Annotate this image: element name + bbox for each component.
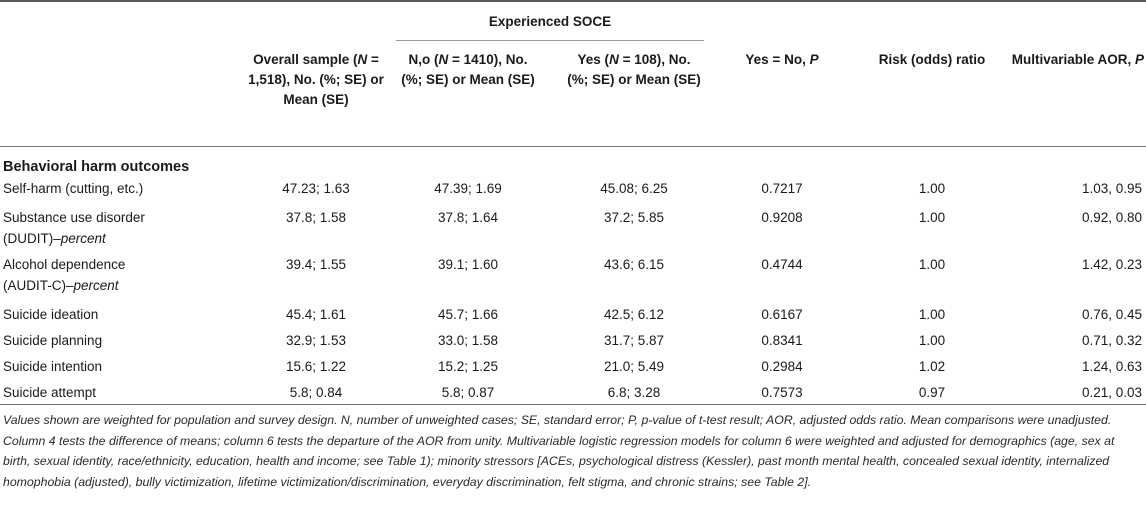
table-footnote: Values shown are weighted for population… (3, 413, 1115, 489)
cell-aor: 1.03, 0.95 (1081, 181, 1142, 196)
cell-pvalue: 0.6167 (761, 307, 803, 322)
cell-pvalue: 0.2984 (761, 359, 803, 374)
cell-risk-ratio: 1.00 (918, 333, 946, 348)
cell-no: 47.39; 1.69 (434, 181, 502, 196)
cell-no: 5.8; 0.87 (441, 385, 495, 400)
cell-overall: 5.8; 0.84 (289, 385, 343, 400)
cell-overall: 15.6; 1.22 (285, 359, 347, 374)
cell-overall: 32.9; 1.53 (285, 333, 347, 348)
cell-pvalue: 0.4744 (761, 257, 803, 272)
col-header-aor: Multivariable AOR, P (1011, 52, 1144, 67)
row-label-unit: percent (73, 278, 119, 293)
cell-risk-ratio: 1.00 (918, 181, 946, 196)
row-label: Alcohol dependence (3, 257, 126, 272)
cell-yes: 37.2; 5.85 (603, 210, 665, 225)
col-header-overall: Overall sample (N = 1,518), No. (%; SE) … (248, 52, 384, 107)
cell-aor: 0.92, 0.80 (1081, 210, 1142, 225)
col-header-yes: Yes (N = 108), No. (%; SE) or Mean (SE) (567, 52, 701, 87)
cell-overall: 39.4; 1.55 (285, 257, 347, 272)
col-header-pvalue: Yes = No, P (745, 52, 819, 67)
cell-aor: 1.42, 0.23 (1081, 257, 1142, 272)
row-label-line2: (DUDIT)–percent (3, 228, 106, 249)
cell-risk-ratio: 1.00 (918, 210, 946, 225)
cell-risk-ratio: 1.02 (918, 359, 946, 374)
section-title: Behavioral harm outcomes (3, 159, 190, 175)
row-label: Suicide ideation (3, 307, 99, 322)
cell-yes: 42.5; 6.12 (603, 307, 665, 322)
bottom-rule (0, 404, 1146, 405)
cell-yes: 31.7; 5.87 (603, 333, 665, 348)
cell-aor: 0.76, 0.45 (1081, 307, 1142, 322)
cell-yes: 6.8; 3.28 (607, 385, 661, 400)
group-header-soce: Experienced SOCE (488, 14, 612, 29)
col-header-no: N,o (N = 1410), No. (%; SE) or Mean (SE) (401, 52, 535, 87)
cell-risk-ratio: 1.00 (918, 307, 946, 322)
cell-pvalue: 0.7573 (761, 385, 803, 400)
row-label-measure: (AUDIT-C)– (3, 278, 74, 293)
cell-overall: 45.4; 1.61 (285, 307, 347, 322)
cell-overall: 37.8; 1.58 (285, 210, 347, 225)
row-label-measure: (DUDIT)– (3, 231, 61, 246)
cell-aor: 1.24, 0.63 (1081, 359, 1142, 374)
cell-risk-ratio: 0.97 (918, 385, 946, 400)
cell-pvalue: 0.7217 (761, 181, 803, 196)
row-label: Suicide planning (3, 333, 103, 348)
cell-pvalue: 0.8341 (761, 333, 803, 348)
cell-risk-ratio: 1.00 (918, 257, 946, 272)
cell-no: 37.8; 1.64 (437, 210, 499, 225)
row-label: Self-harm (cutting, etc.) (3, 181, 144, 196)
row-label: Suicide intention (3, 359, 103, 374)
header-rule (0, 146, 1146, 147)
cell-yes: 45.08; 6.25 (600, 181, 668, 196)
cell-no: 45.7; 1.66 (437, 307, 499, 322)
cell-yes: 21.0; 5.49 (603, 359, 665, 374)
cell-yes: 43.6; 6.15 (603, 257, 665, 272)
cell-no: 39.1; 1.60 (437, 257, 499, 272)
top-rule (0, 0, 1146, 2)
cell-aor: 0.71, 0.32 (1081, 333, 1142, 348)
col-header-risk-ratio: Risk (odds) ratio (878, 52, 986, 67)
row-label-line2: (AUDIT-C)–percent (3, 275, 119, 296)
cell-no: 33.0; 1.58 (437, 333, 499, 348)
cell-pvalue: 0.9208 (761, 210, 803, 225)
row-label-unit: percent (60, 231, 106, 246)
cell-aor: 0.21, 0.03 (1081, 385, 1142, 400)
row-label: Substance use disorder (3, 210, 145, 225)
cell-no: 15.2; 1.25 (437, 359, 499, 374)
row-label: Suicide attempt (3, 385, 97, 400)
cell-overall: 47.23; 1.63 (282, 181, 350, 196)
group-header-underline (396, 40, 704, 41)
